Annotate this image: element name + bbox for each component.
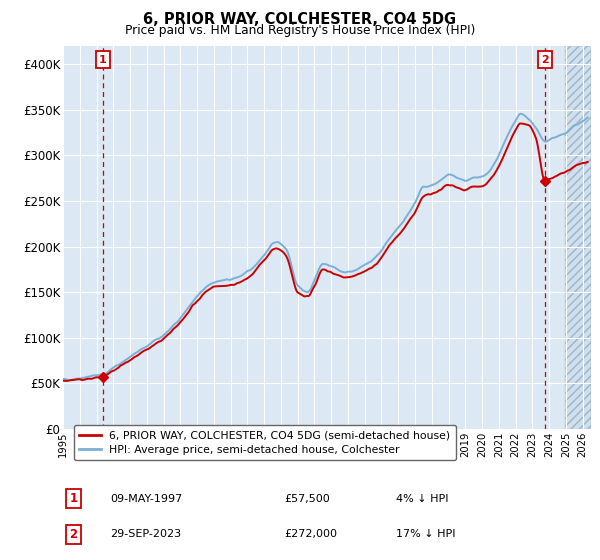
Text: 1: 1 <box>70 492 77 505</box>
Text: 2: 2 <box>541 55 549 64</box>
Bar <box>565 46 591 429</box>
Text: £272,000: £272,000 <box>285 529 338 539</box>
Text: 2: 2 <box>70 528 77 541</box>
Bar <box>565 46 591 429</box>
Text: 4% ↓ HPI: 4% ↓ HPI <box>395 493 448 503</box>
Text: 1: 1 <box>98 55 106 64</box>
Text: £57,500: £57,500 <box>285 493 331 503</box>
Text: 09-MAY-1997: 09-MAY-1997 <box>110 493 183 503</box>
Text: Price paid vs. HM Land Registry's House Price Index (HPI): Price paid vs. HM Land Registry's House … <box>125 24 475 37</box>
Text: 17% ↓ HPI: 17% ↓ HPI <box>395 529 455 539</box>
Legend: 6, PRIOR WAY, COLCHESTER, CO4 5DG (semi-detached house), HPI: Average price, sem: 6, PRIOR WAY, COLCHESTER, CO4 5DG (semi-… <box>74 425 456 460</box>
Text: 29-SEP-2023: 29-SEP-2023 <box>110 529 182 539</box>
Text: 6, PRIOR WAY, COLCHESTER, CO4 5DG: 6, PRIOR WAY, COLCHESTER, CO4 5DG <box>143 12 457 27</box>
